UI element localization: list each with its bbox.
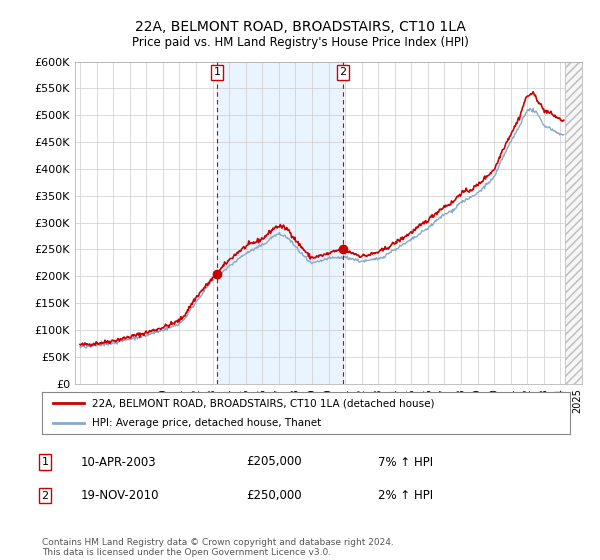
Text: 2: 2 [340, 67, 347, 77]
Text: £205,000: £205,000 [246, 455, 302, 469]
Bar [565, 62, 582, 384]
Bar [565, 62, 582, 384]
Text: 2: 2 [41, 491, 49, 501]
Bar [565, 62, 582, 384]
Text: Price paid vs. HM Land Registry's House Price Index (HPI): Price paid vs. HM Land Registry's House … [131, 36, 469, 49]
Text: £250,000: £250,000 [246, 489, 302, 502]
Text: 2% ↑ HPI: 2% ↑ HPI [378, 489, 433, 502]
Text: HPI: Average price, detached house, Thanet: HPI: Average price, detached house, Than… [92, 418, 322, 428]
Text: 22A, BELMONT ROAD, BROADSTAIRS, CT10 1LA (detached house): 22A, BELMONT ROAD, BROADSTAIRS, CT10 1LA… [92, 398, 434, 408]
Text: 22A, BELMONT ROAD, BROADSTAIRS, CT10 1LA: 22A, BELMONT ROAD, BROADSTAIRS, CT10 1LA [134, 20, 466, 34]
Text: 19-NOV-2010: 19-NOV-2010 [81, 489, 160, 502]
Text: 10-APR-2003: 10-APR-2003 [81, 455, 157, 469]
Text: 7% ↑ HPI: 7% ↑ HPI [378, 455, 433, 469]
Text: 1: 1 [214, 67, 220, 77]
Bar [217, 62, 343, 384]
Text: Contains HM Land Registry data © Crown copyright and database right 2024.
This d: Contains HM Land Registry data © Crown c… [42, 538, 394, 557]
Text: 1: 1 [41, 457, 49, 467]
